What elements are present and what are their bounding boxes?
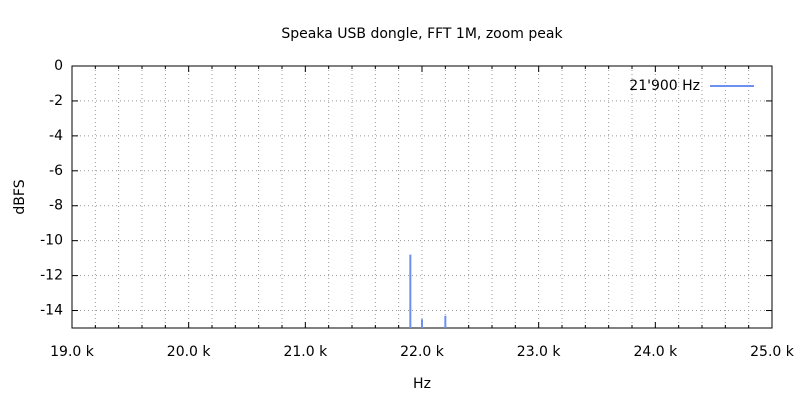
x-tick-label: 24.0 k — [633, 344, 678, 360]
y-axis-label: dBFS — [12, 179, 28, 214]
x-axis-label: Hz — [413, 376, 431, 392]
y-tick-label: -4 — [49, 128, 63, 144]
y-tick-label: -2 — [49, 93, 63, 109]
x-tick-label: 19.0 k — [50, 344, 95, 360]
x-tick-label: 20.0 k — [167, 344, 212, 360]
x-tick-label: 22.0 k — [400, 344, 445, 360]
y-tick-label: -8 — [49, 198, 63, 214]
y-tick-label: 0 — [54, 58, 63, 74]
legend-label: 21'900 Hz — [629, 78, 700, 94]
y-tick-label: -12 — [40, 268, 63, 284]
chart-title: Speaka USB dongle, FFT 1M, zoom peak — [281, 26, 563, 42]
x-tick-label: 25.0 k — [750, 344, 795, 360]
y-tick-label: -6 — [49, 163, 63, 179]
x-tick-label: 23.0 k — [517, 344, 562, 360]
plot-area — [409, 254, 447, 328]
y-tick-label: -10 — [40, 233, 63, 249]
plot-frame — [71, 65, 773, 329]
series-line — [409, 254, 447, 328]
y-tick-label: -14 — [40, 303, 63, 319]
x-tick-label: 21.0 k — [283, 344, 328, 360]
